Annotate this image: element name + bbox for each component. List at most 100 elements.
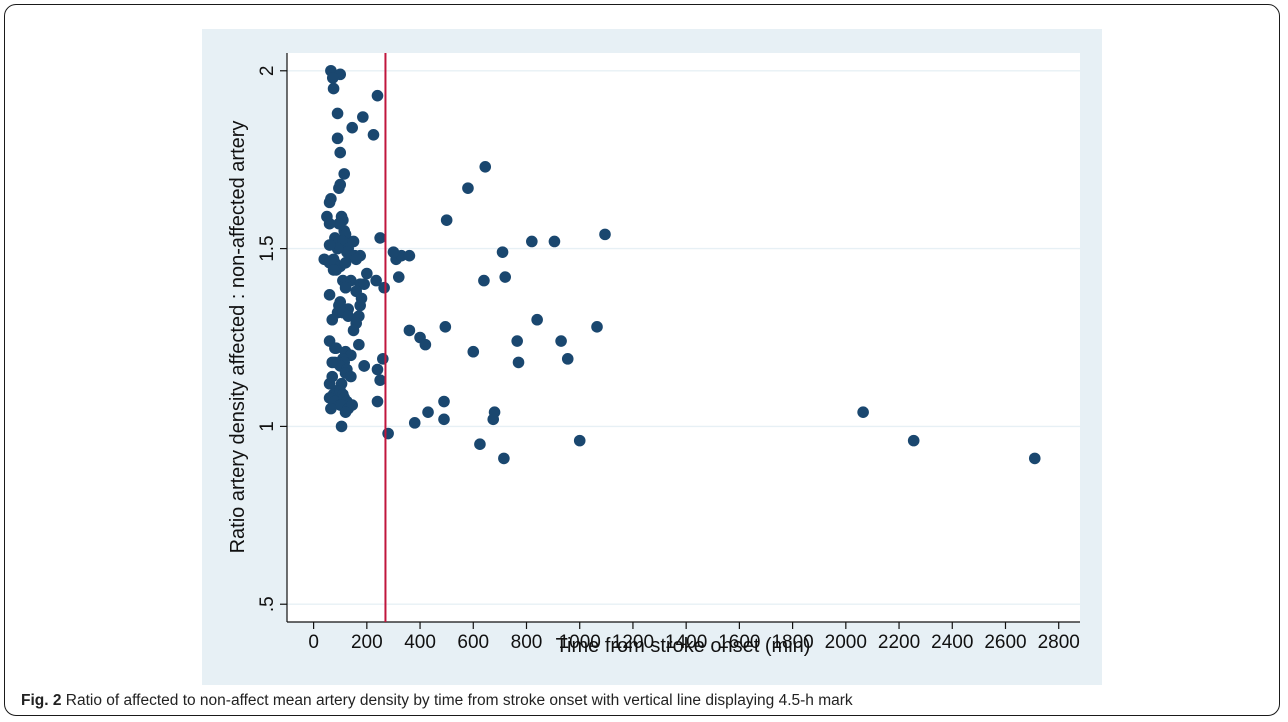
x-tick-label: 1200 — [612, 632, 654, 653]
data-point — [438, 395, 450, 408]
data-point — [561, 353, 574, 365]
data-point — [462, 182, 474, 194]
x-tick-label: 1600 — [718, 632, 760, 653]
data-point — [345, 370, 357, 383]
y-axis-ticks: .5 1 1.5 2 — [257, 65, 287, 612]
data-point — [555, 335, 567, 347]
data-point — [498, 452, 510, 465]
data-point — [422, 406, 434, 418]
data-point — [573, 434, 586, 447]
data-point — [467, 345, 480, 358]
data-point — [347, 324, 360, 337]
data-point — [339, 406, 352, 418]
x-tick-label: 2200 — [878, 632, 920, 653]
data-point — [479, 161, 492, 173]
data-point — [326, 370, 339, 383]
data-point — [358, 278, 370, 290]
data-point — [496, 246, 509, 258]
y-tick-label: 1 — [257, 421, 278, 432]
data-point — [323, 196, 336, 209]
caption-text: Ratio of affected to non-affect mean art… — [65, 692, 853, 709]
data-point — [353, 338, 365, 351]
data-point — [487, 413, 500, 426]
x-tick-label: 800 — [511, 632, 543, 653]
data-point — [346, 121, 358, 134]
figure-frame: 0 200 400 600 800 1000 1200 1400 1600 1800 2000 220… — [4, 4, 1280, 716]
x-tick-label: 1000 — [559, 632, 601, 653]
data-point — [499, 271, 512, 283]
data-point — [335, 420, 348, 433]
data-point — [358, 360, 370, 372]
x-tick-label: 1800 — [771, 632, 813, 653]
x-axis-title: Time from stroke onset (min) — [556, 635, 811, 657]
data-point — [371, 363, 384, 376]
data-point — [331, 107, 344, 120]
data-point — [327, 82, 340, 95]
x-tick-label: 2600 — [984, 632, 1026, 653]
data-point — [378, 281, 390, 294]
data-point — [382, 427, 394, 440]
data-point — [374, 374, 386, 386]
data-point — [392, 271, 405, 283]
x-tick-label: 1400 — [665, 632, 707, 653]
data-point — [408, 417, 421, 429]
data-point — [591, 321, 603, 333]
figure-caption: Fig. 2 Ratio of affected to non-affect m… — [21, 692, 853, 710]
data-point — [440, 214, 453, 226]
data-point — [474, 438, 486, 450]
data-point — [338, 168, 351, 180]
data-point — [323, 217, 336, 230]
data-point — [370, 274, 382, 287]
y-tick-label: .5 — [257, 596, 278, 612]
data-point — [342, 310, 355, 322]
x-tick-label: 0 — [308, 632, 319, 653]
data-point — [511, 335, 523, 347]
x-tick-label: 2400 — [931, 632, 973, 653]
data-point — [387, 246, 400, 258]
data-point — [334, 146, 347, 159]
data-point — [326, 313, 339, 326]
axes — [286, 53, 1080, 623]
data-point — [376, 353, 389, 365]
y-axis-title: Ratio artery density affected : non-affe… — [227, 121, 249, 554]
data-point — [478, 274, 490, 287]
data-point — [326, 356, 339, 369]
data-point — [339, 281, 352, 294]
x-tick-label: 400 — [404, 632, 436, 653]
x-tick-label: 600 — [457, 632, 489, 653]
data-point — [330, 342, 343, 354]
data-point — [526, 235, 538, 248]
data-point — [325, 402, 337, 415]
y-tick-label: 2 — [257, 65, 278, 76]
chart-panel: 0 200 400 600 800 1000 1200 1400 1600 1800 2000 220… — [202, 29, 1102, 685]
data-point — [512, 356, 525, 369]
data-point — [339, 257, 352, 269]
plot-area — [287, 53, 1080, 622]
scatter-chart: 0 200 400 600 800 1000 1200 1400 1600 1800 2000 220… — [227, 53, 1080, 657]
data-point — [323, 289, 336, 301]
data-point — [439, 321, 452, 333]
data-point — [438, 413, 450, 426]
x-tick-label: 2000 — [825, 632, 867, 653]
x-axis-ticks: 0 200 400 600 800 1000 1200 1400 1600 1800 2000 220… — [308, 622, 1080, 653]
data-point — [357, 111, 369, 123]
data-point — [334, 178, 347, 191]
data-point — [323, 239, 336, 251]
data-point — [327, 264, 340, 276]
data-point — [907, 434, 920, 447]
data-point — [326, 72, 339, 84]
data-point — [367, 128, 380, 141]
y-tick-label: 1.5 — [257, 235, 278, 261]
data-point — [371, 89, 384, 102]
data-point — [403, 324, 416, 337]
data-point — [350, 253, 362, 266]
data-point — [1028, 452, 1041, 465]
data-point — [531, 313, 543, 326]
data-point — [548, 235, 561, 248]
data-point — [403, 249, 416, 262]
data-point — [371, 395, 384, 408]
data-point — [331, 132, 344, 145]
data-point — [599, 228, 611, 241]
data-point — [354, 299, 366, 312]
caption-label: Fig. 2 — [21, 692, 62, 709]
